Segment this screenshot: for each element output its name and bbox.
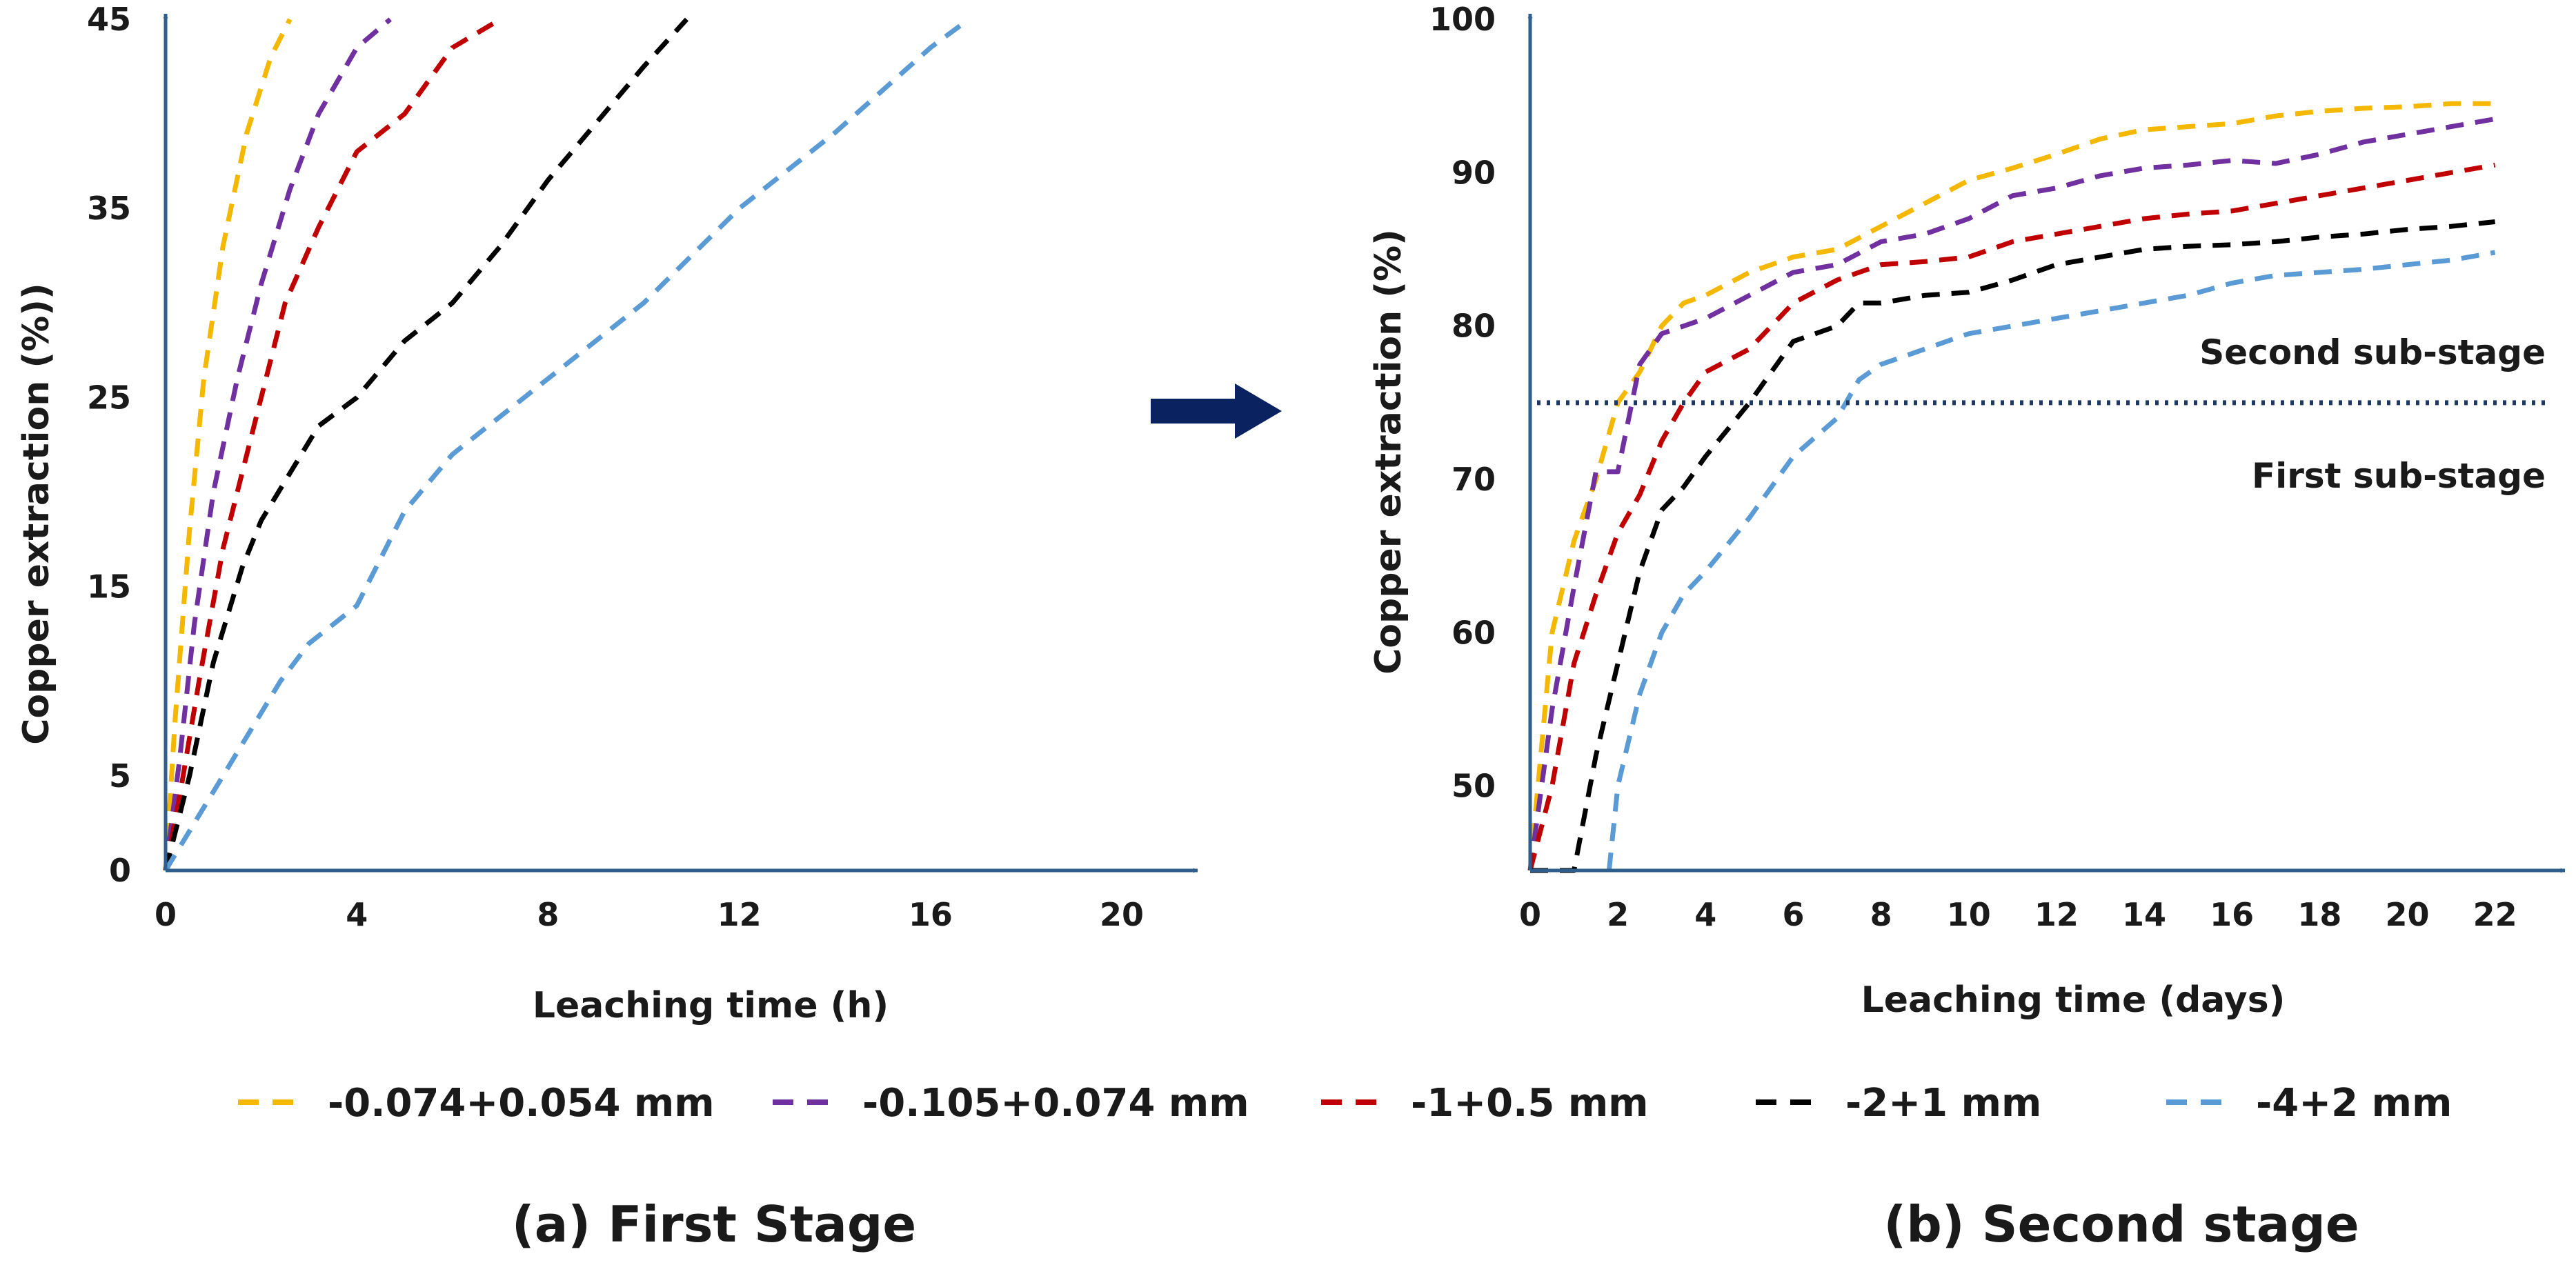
panel-a-y-tick-label: 45 bbox=[87, 1, 131, 38]
panel-b-x-tick-label: 18 bbox=[2297, 896, 2341, 933]
second-sub-stage-label: Second sub-stage bbox=[2199, 332, 2546, 372]
panel-a-y-tick-label: 15 bbox=[87, 568, 131, 606]
panel-a-x-tick-label: 12 bbox=[717, 896, 762, 933]
legend-label-4: -2+1 mm bbox=[1845, 1081, 2041, 1126]
stage-transition-arrow bbox=[1151, 384, 1282, 439]
panel-a-x-tick-label: 0 bbox=[155, 896, 177, 933]
panel-b-series-line-3 bbox=[1527, 162, 2496, 871]
panel-a-x-tick-label: 16 bbox=[909, 896, 953, 933]
panel-a-series-line-3 bbox=[163, 17, 502, 871]
panel-b-series-line-2 bbox=[1527, 117, 2496, 871]
panel-b-x-tick-label: 6 bbox=[1782, 896, 1804, 933]
panel-b-series-line-5 bbox=[1606, 250, 2496, 871]
panel-b-y-tick-label: 50 bbox=[1452, 768, 1496, 805]
panel-b-x-tick-label: 4 bbox=[1694, 896, 1716, 933]
panel-a-series-line-5 bbox=[164, 17, 971, 872]
panel-a-series-line-2 bbox=[163, 17, 392, 871]
legend-label-2: -0.105+0.074 mm bbox=[862, 1081, 1249, 1126]
panel-a-first-stage: 0 4 8 12 16 20 0 5 15 25 35 45 Leaching time (h) Co… bbox=[16, 1, 1198, 1253]
panel-b-series-line-1 bbox=[1527, 101, 2495, 871]
panel-a-caption: (a) First Stage bbox=[512, 1195, 916, 1253]
panel-b-series-line-4 bbox=[1530, 219, 2495, 873]
panel-a-tick-labels: 0 4 8 12 16 20 0 5 15 25 35 45 bbox=[87, 1, 1144, 933]
panel-b-x-tick-label: 20 bbox=[2385, 896, 2429, 933]
panel-a-x-tick-label: 4 bbox=[346, 896, 368, 933]
panel-b-y-axis-label: Copper extraction (%) bbox=[1368, 229, 1409, 675]
panel-b-x-tick-label: 8 bbox=[1870, 896, 1892, 933]
panel-b-x-tick-label: 22 bbox=[2473, 896, 2517, 933]
panel-a-series-layer bbox=[163, 17, 971, 872]
legend-label-3: -1+0.5 mm bbox=[1411, 1081, 1649, 1126]
panel-b-x-axis-label: Leaching time (days) bbox=[1861, 979, 2286, 1021]
panel-a-x-axis-label: Leaching time (h) bbox=[533, 985, 889, 1026]
panel-a-y-tick-label: 5 bbox=[109, 757, 131, 795]
panel-b-x-tick-label: 0 bbox=[1519, 896, 1541, 933]
panel-b-y-tick-label: 100 bbox=[1429, 1, 1496, 38]
panel-a-y-tick-label: 25 bbox=[87, 379, 131, 416]
panel-b-y-tick-label: 90 bbox=[1452, 154, 1496, 191]
panel-a-y-tick-label: 0 bbox=[109, 852, 131, 889]
first-sub-stage-label: First sub-stage bbox=[2252, 456, 2546, 496]
panel-b-caption: (b) Second stage bbox=[1883, 1195, 2359, 1253]
panel-b-x-tick-label: 12 bbox=[2034, 896, 2079, 933]
panel-b-x-tick-label: 16 bbox=[2210, 896, 2254, 933]
legend-label-1: -0.074+0.054 mm bbox=[328, 1081, 715, 1126]
panel-b-x-tick-label: 2 bbox=[1607, 896, 1629, 933]
panel-b-tick-labels: 0 2 4 6 8 10 12 14 16 18 20 22 50 60 70 80 90 100 bbox=[1429, 1, 2517, 933]
panel-a-x-tick-label: 8 bbox=[537, 896, 559, 933]
panel-a-y-axis-label: Copper extraction (%)) bbox=[16, 283, 57, 745]
panel-b-y-tick-label: 70 bbox=[1452, 461, 1496, 498]
panel-b-x-tick-label: 14 bbox=[2122, 896, 2166, 933]
panel-b-series-layer bbox=[1527, 101, 2496, 873]
legend-label-5: -4+2 mm bbox=[2256, 1081, 2452, 1126]
panel-a-axes bbox=[163, 13, 1198, 873]
legend: -0.074+0.054 mm -0.105+0.074 mm -1+0.5 mm -… bbox=[238, 1081, 2452, 1126]
panel-b-axes bbox=[1527, 13, 2566, 873]
panel-a-y-tick-label: 35 bbox=[87, 190, 131, 227]
panel-b-y-tick-label: 80 bbox=[1452, 308, 1496, 345]
panel-b-y-tick-label: 60 bbox=[1452, 614, 1496, 651]
panel-a-x-tick-label: 20 bbox=[1100, 896, 1144, 933]
panel-a-series-line-1 bbox=[163, 18, 293, 871]
panel-b-second-stage: 0 2 4 6 8 10 12 14 16 18 20 22 50 60 70 80 90 100 Second … bbox=[1368, 1, 2566, 1253]
panel-a-series-line-4 bbox=[163, 17, 688, 871]
panel-b-x-tick-label: 10 bbox=[1947, 896, 1991, 933]
